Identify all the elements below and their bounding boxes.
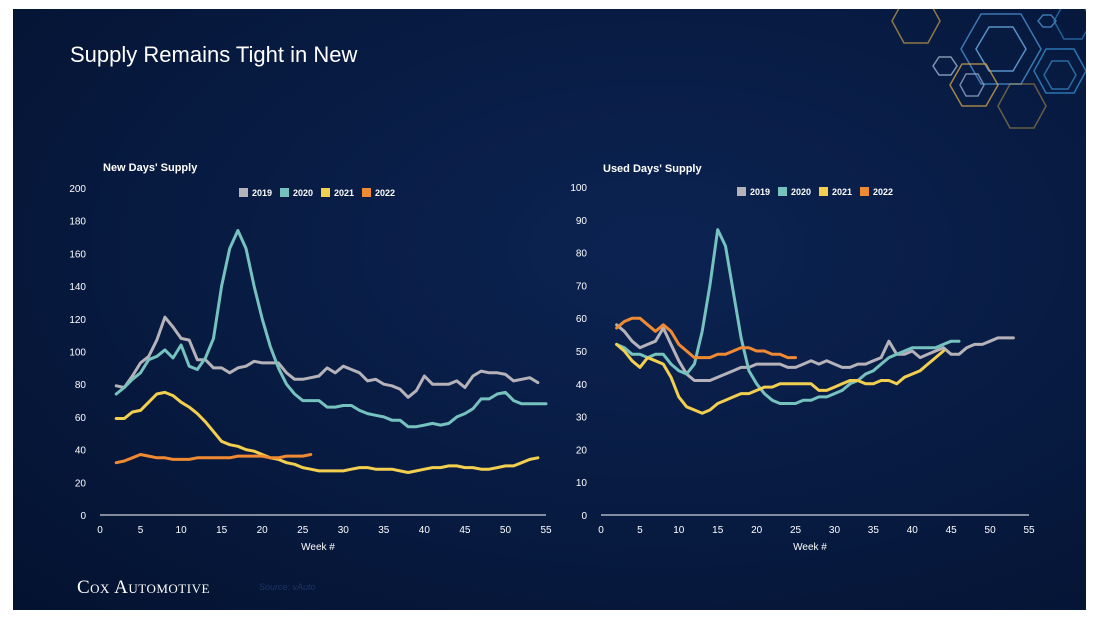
chart2-series-2021-line xyxy=(615,342,945,415)
chart2-y-tick-label: 50 xyxy=(576,347,588,358)
chart1-x-tick-label: 5 xyxy=(138,525,144,536)
chart1-series-2022-line xyxy=(114,453,313,465)
chart1-x-tick-label: 35 xyxy=(378,525,390,536)
chart1-legend-swatch-2022 xyxy=(362,188,371,197)
chart1-x-tick-label: 0 xyxy=(97,525,103,536)
chart2-y-tick-label: 40 xyxy=(576,380,588,391)
chart2-legend-swatch-2020 xyxy=(778,187,787,196)
chart1-y-tick-label: 140 xyxy=(69,282,86,293)
slide-title: Supply Remains Tight in New xyxy=(70,42,358,67)
source-note: Source: vAuto xyxy=(259,582,316,592)
chart1-series-2019-line xyxy=(114,315,540,399)
chart2-x-tick-label: 50 xyxy=(985,525,997,536)
chart2-series-2020-line xyxy=(615,228,961,405)
slide: Supply Remains Tight in New New Days' Su… xyxy=(13,9,1086,610)
chart1-x-tick-label: 40 xyxy=(419,525,431,536)
chart2-legend-swatch-2021 xyxy=(819,187,828,196)
chart2-legend-label-2021: 2021 xyxy=(832,187,852,197)
chart2-y-tick-label: 20 xyxy=(576,445,588,456)
chart1-x-tick-label: 25 xyxy=(297,525,309,536)
chart2-legend-label-2020: 2020 xyxy=(791,187,811,197)
chart2-x-tick-label: 55 xyxy=(1023,525,1035,536)
chart1-y-tick-label: 0 xyxy=(80,511,86,522)
hexagon-decoration xyxy=(891,9,1086,129)
chart2-x-tick-label: 10 xyxy=(673,525,685,536)
chart2-x-tick-label: 5 xyxy=(637,525,643,536)
chart2-x-axis-label: Week # xyxy=(793,542,827,553)
chart1-y-tick-label: 200 xyxy=(69,184,86,195)
chart1-legend-swatch-2020 xyxy=(280,188,289,197)
chart2-legend-swatch-2022 xyxy=(860,187,869,196)
chart1-legend-label-2019: 2019 xyxy=(252,188,272,198)
chart1-y-tick-label: 80 xyxy=(75,380,87,391)
chart1-x-tick-label: 30 xyxy=(338,525,350,536)
chart1-y-tick-label: 40 xyxy=(75,446,87,457)
chart2-legend-swatch-2019 xyxy=(737,187,746,196)
chart2-x-tick-label: 45 xyxy=(946,525,958,536)
chart1-x-tick-label: 15 xyxy=(216,525,228,536)
chart2-y-tick-label: 80 xyxy=(576,249,588,260)
chart2-y-tick-label: 100 xyxy=(570,183,587,194)
chart1-y-tick-label: 20 xyxy=(75,478,87,489)
chart2-x-tick-label: 20 xyxy=(751,525,763,536)
chart2-y-tick-label: 90 xyxy=(576,216,588,227)
chart1-legend-label-2021: 2021 xyxy=(334,188,354,198)
chart2-x-tick-label: 30 xyxy=(829,525,841,536)
chart2-y-tick-label: 60 xyxy=(576,314,588,325)
chart1-legend-swatch-2019 xyxy=(239,188,248,197)
chart1-x-tick-label: 55 xyxy=(540,525,552,536)
chart1-y-tick-label: 100 xyxy=(69,348,86,359)
chart2-x-tick-label: 35 xyxy=(868,525,880,536)
chart1-y-tick-label: 120 xyxy=(69,315,86,326)
chart2-x-tick-label: 40 xyxy=(907,525,919,536)
chart1-series-2020-line xyxy=(114,229,548,429)
chart2-series-2022-line xyxy=(615,316,797,360)
chart1-y-tick-label: 160 xyxy=(69,249,86,260)
chart1-x-tick-label: 20 xyxy=(257,525,269,536)
chart1-series-2021-line xyxy=(114,390,540,474)
chart1-x-tick-label: 50 xyxy=(500,525,512,536)
chart1-legend-label-2020: 2020 xyxy=(293,188,313,198)
chart1-x-tick-label: 45 xyxy=(459,525,471,536)
chart1-y-tick-label: 60 xyxy=(75,413,87,424)
chart2-legend-label-2022: 2022 xyxy=(873,187,893,197)
chart2-title: Used Days' Supply xyxy=(603,163,702,175)
chart2-y-tick-label: 30 xyxy=(576,413,588,424)
chart1-title: New Days' Supply xyxy=(103,162,198,174)
chart2-y-tick-label: 0 xyxy=(581,511,587,522)
brand-logo: Cox Automotive xyxy=(77,577,210,598)
chart2-x-tick-label: 15 xyxy=(712,525,724,536)
chart1-x-axis-label: Week # xyxy=(301,542,335,553)
chart2-x-tick-label: 0 xyxy=(598,525,604,536)
chart2-y-tick-label: 70 xyxy=(576,281,588,292)
chart2-x-tick-label: 25 xyxy=(790,525,802,536)
chart1-x-tick-label: 10 xyxy=(176,525,188,536)
chart1-legend-swatch-2021 xyxy=(321,188,330,197)
chart2-series-2019-line xyxy=(615,323,1015,382)
chart1-y-tick-label: 180 xyxy=(69,217,86,228)
chart2-legend-label-2019: 2019 xyxy=(750,187,770,197)
chart1-legend-label-2022: 2022 xyxy=(375,188,395,198)
chart2-y-tick-label: 10 xyxy=(576,478,588,489)
